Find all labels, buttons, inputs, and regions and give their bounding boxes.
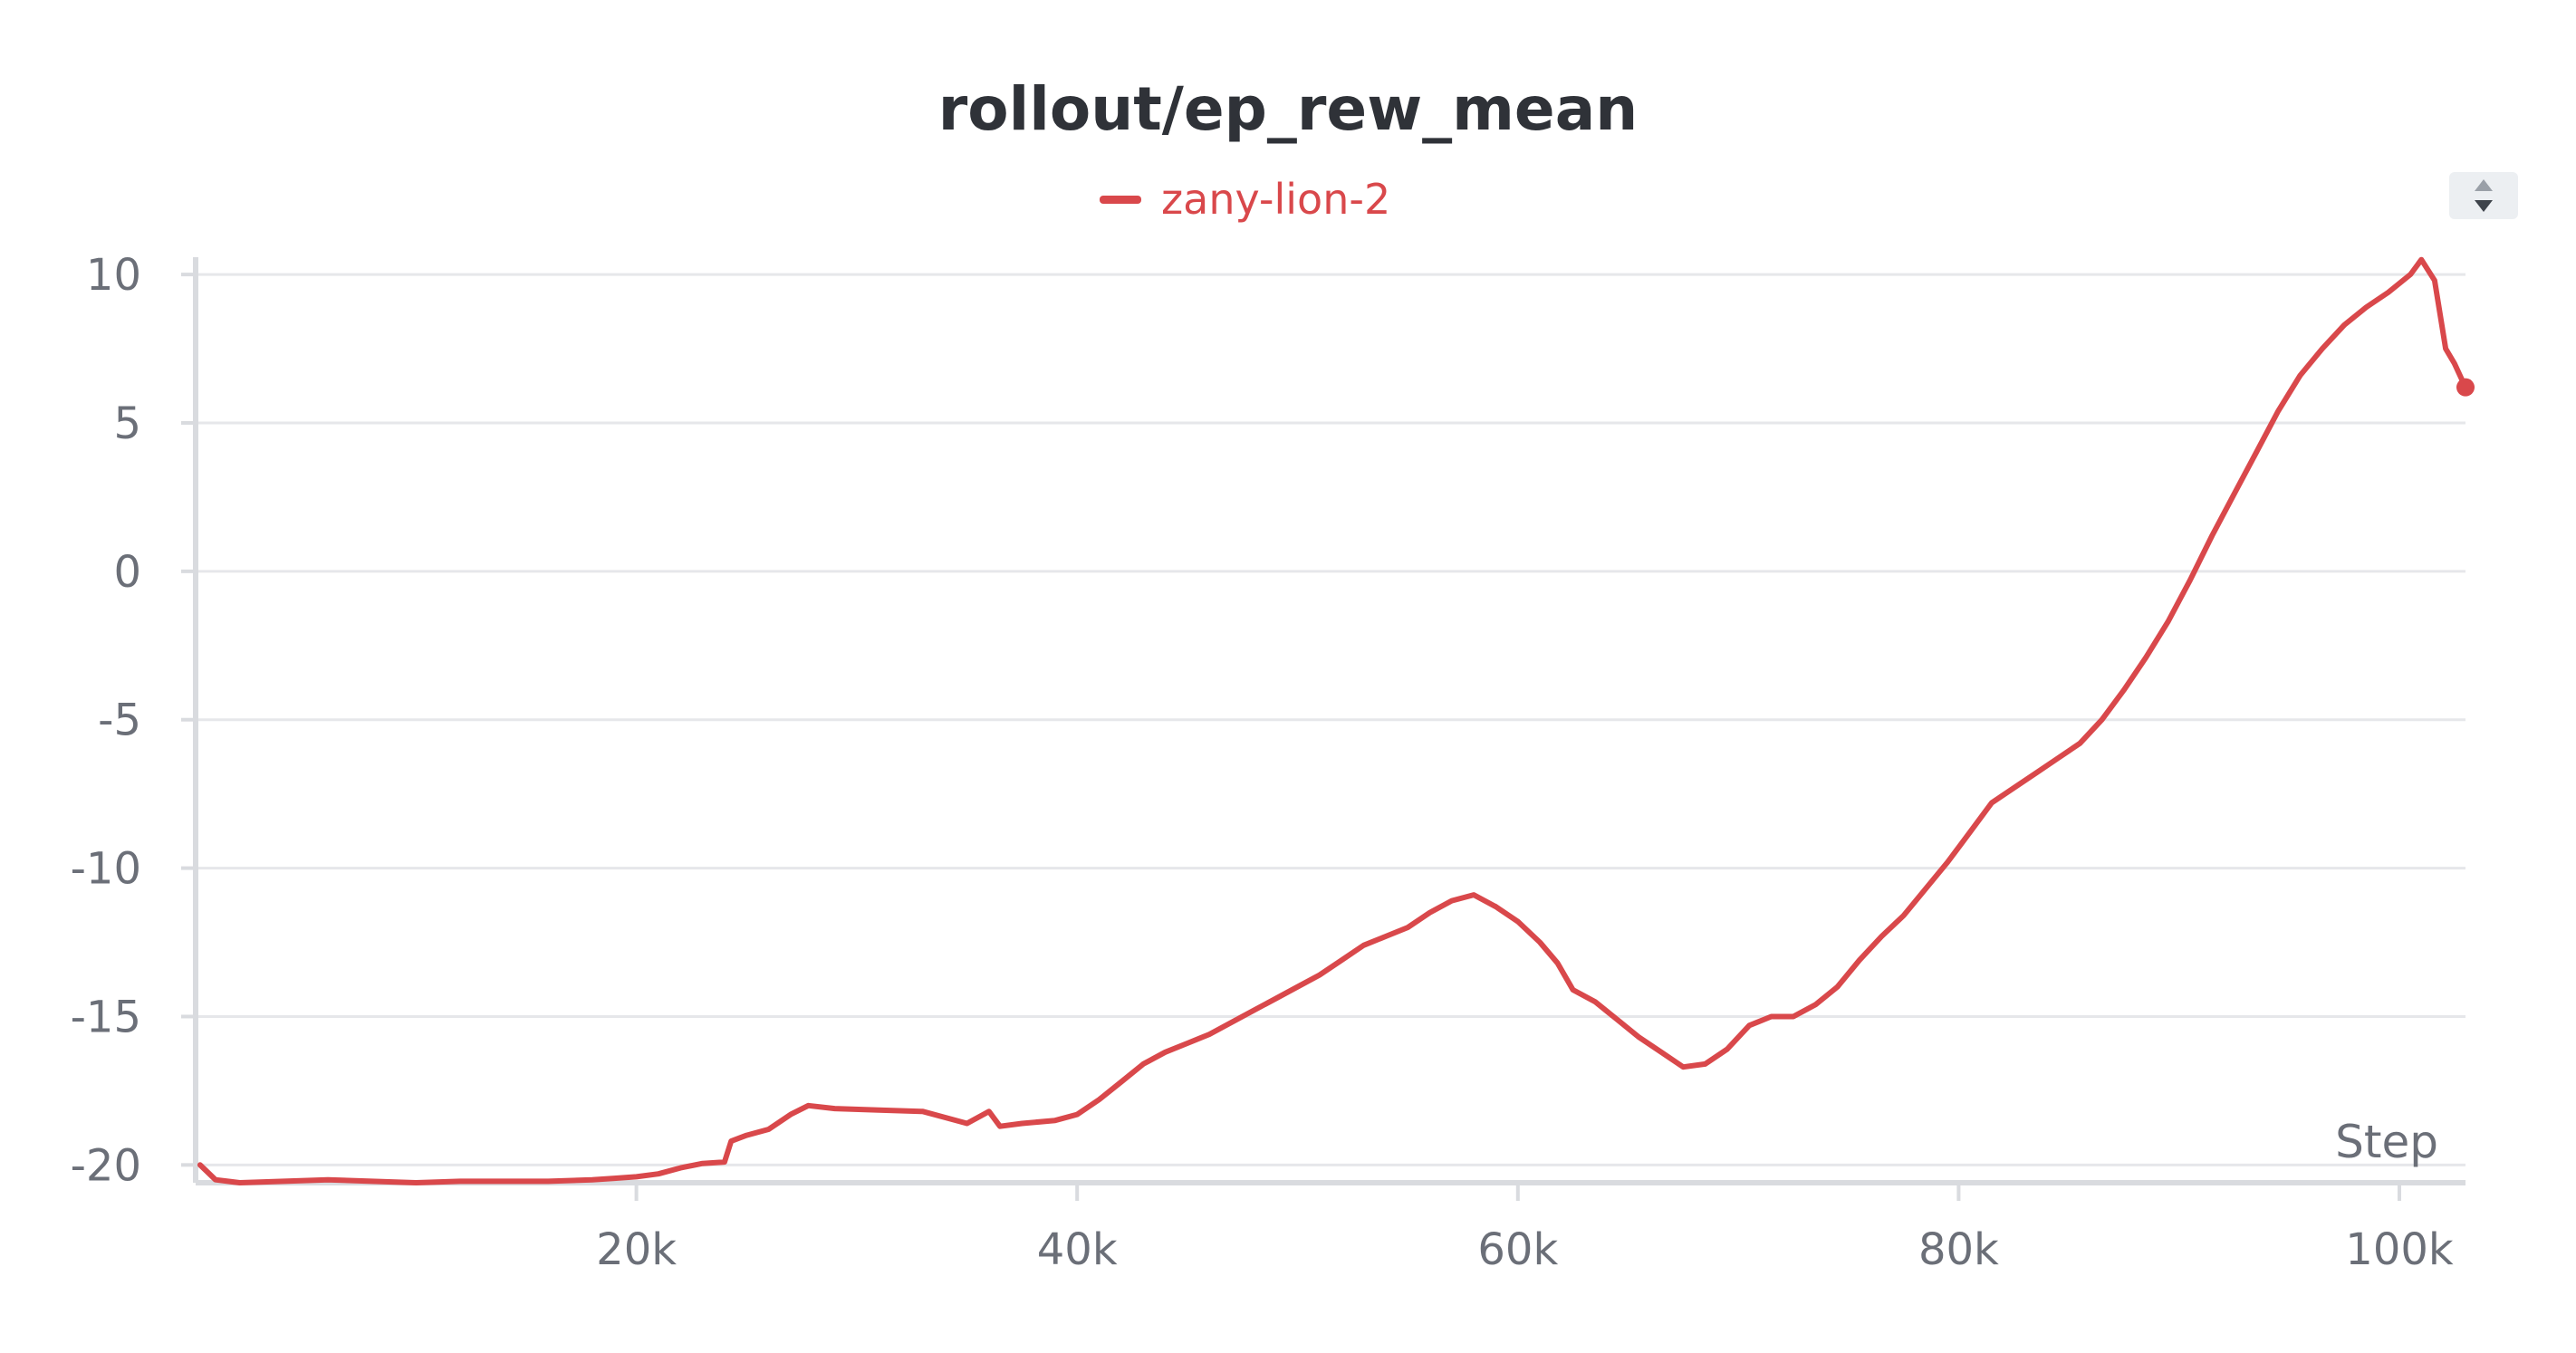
y-tick-label: -5 <box>98 696 141 746</box>
grid-lines <box>181 273 2465 1167</box>
y-tick-label: 5 <box>113 398 141 449</box>
series-line-zany-lion-2 <box>197 256 2468 1185</box>
legend-swatch-zany-lion-2 <box>1100 195 1141 204</box>
x-axis-title: Step <box>2335 1116 2438 1168</box>
x-tick-label: 80k <box>1918 1224 1999 1275</box>
y-tick-label: 10 <box>86 250 141 301</box>
y-tick-labels: 10 5 0 -5 -10 -15 -20 <box>71 250 141 1191</box>
x-tick-label: 40k <box>1037 1224 1118 1275</box>
legend[interactable]: zany-lion-2 <box>1100 170 1390 228</box>
series-end-point <box>2456 378 2475 397</box>
x-tick-labels: 20k 40k 60k 80k 100k <box>596 1183 2454 1275</box>
series-layer <box>197 256 2475 1185</box>
y-tick-label: 0 <box>113 547 141 598</box>
sort-up-down-icon <box>2475 179 2493 212</box>
legend-label-zany-lion-2: zany-lion-2 <box>1161 175 1391 224</box>
y-tick-label: -10 <box>71 844 141 895</box>
y-tick-label: -15 <box>71 992 141 1042</box>
x-tick-label: 60k <box>1477 1224 1558 1275</box>
x-tick-label: 20k <box>596 1224 677 1275</box>
x-tick-label: 100k <box>2345 1224 2454 1275</box>
y-tick-label: -20 <box>71 1140 141 1191</box>
legend-scroll-control[interactable] <box>2449 172 2518 219</box>
chart-title: rollout/ep_rew_mean <box>937 74 1639 144</box>
